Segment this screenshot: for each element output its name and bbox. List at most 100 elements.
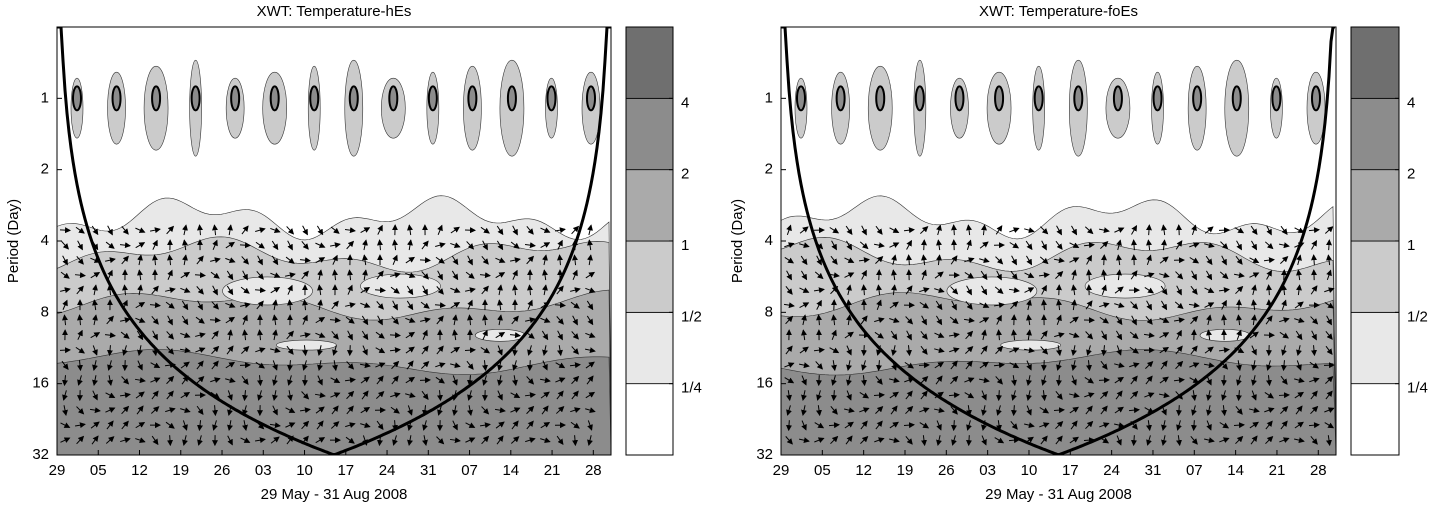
phase-arrow bbox=[1071, 225, 1078, 236]
phase-arrow bbox=[1144, 392, 1155, 398]
colorbar-band bbox=[625, 240, 674, 313]
colorbar-tick-label: 4 bbox=[681, 94, 689, 111]
phase-arrow bbox=[540, 317, 551, 323]
phase-arrow bbox=[315, 406, 325, 414]
phase-arrow bbox=[860, 435, 869, 445]
phase-arrow bbox=[1206, 329, 1212, 341]
phase-arrow bbox=[285, 407, 296, 413]
phase-arrow bbox=[1281, 269, 1287, 281]
phase-arrow bbox=[495, 421, 505, 429]
phase-arrow bbox=[92, 299, 98, 311]
phase-arrow bbox=[1294, 377, 1305, 384]
phase-arrow bbox=[167, 254, 173, 266]
phase-arrow bbox=[571, 225, 580, 235]
phase-arrow bbox=[330, 392, 341, 398]
phase-arrow bbox=[389, 332, 401, 339]
phase-arrow bbox=[785, 345, 793, 355]
phase-arrow bbox=[1221, 405, 1227, 417]
phase-arrow bbox=[240, 286, 250, 294]
phase-arrow bbox=[801, 314, 807, 326]
phase-arrow bbox=[993, 362, 1005, 369]
phase-arrow bbox=[166, 346, 175, 355]
phase-arrow bbox=[166, 390, 174, 400]
phase-arrow bbox=[1294, 227, 1305, 234]
phase-arrow bbox=[270, 272, 281, 278]
phase-arrow bbox=[242, 314, 248, 325]
contour-blob bbox=[546, 85, 557, 112]
phase-arrow bbox=[844, 407, 855, 414]
phase-arrow bbox=[1326, 435, 1332, 447]
x-tick-label: 05 bbox=[814, 462, 831, 479]
phase-arrow bbox=[287, 240, 293, 251]
phase-arrow bbox=[1160, 360, 1168, 370]
phase-arrow bbox=[980, 345, 988, 355]
phase-arrow bbox=[226, 345, 234, 355]
phase-arrow bbox=[861, 375, 867, 387]
phase-arrow bbox=[951, 420, 957, 432]
phase-arrow bbox=[556, 406, 565, 414]
phase-arrow bbox=[122, 345, 128, 356]
phase-arrow bbox=[950, 286, 959, 295]
phase-arrow bbox=[1114, 362, 1125, 369]
x-tick-label: 10 bbox=[1021, 462, 1038, 479]
phase-arrow bbox=[1325, 330, 1333, 340]
phase-arrow bbox=[526, 376, 535, 385]
phase-arrow bbox=[137, 284, 143, 296]
phase-arrow bbox=[906, 330, 912, 341]
phase-arrow bbox=[1251, 345, 1257, 356]
colorbar-frame bbox=[625, 26, 674, 456]
phase-arrow bbox=[1296, 360, 1302, 371]
phase-arrow bbox=[814, 422, 825, 429]
phase-arrow bbox=[510, 407, 521, 413]
phase-arrow bbox=[1071, 375, 1077, 386]
phase-arrow bbox=[151, 316, 159, 325]
phase-arrow bbox=[934, 347, 945, 354]
phase-arrow bbox=[1144, 272, 1155, 278]
phase-arrow bbox=[195, 316, 205, 324]
phase-arrow bbox=[315, 257, 326, 264]
phase-arrow bbox=[555, 377, 566, 383]
phase-arrow bbox=[1203, 362, 1215, 369]
phase-arrow bbox=[332, 345, 338, 356]
phase-arrow bbox=[1190, 436, 1198, 445]
phase-arrow bbox=[497, 299, 503, 311]
phase-arrow bbox=[1069, 392, 1080, 399]
phase-arrow bbox=[1039, 407, 1050, 414]
phase-arrow bbox=[119, 392, 131, 399]
phase-arrow bbox=[495, 257, 506, 263]
phase-arrow bbox=[302, 360, 308, 371]
phase-arrow bbox=[1206, 390, 1212, 402]
phase-arrow bbox=[152, 330, 158, 341]
phase-arrow bbox=[62, 314, 68, 326]
phase-arrow bbox=[816, 405, 822, 417]
phase-arrow bbox=[586, 375, 594, 385]
phase-arrow bbox=[496, 240, 504, 251]
phase-arrow bbox=[981, 435, 987, 446]
x-tick-label: 19 bbox=[897, 462, 914, 479]
phase-arrow bbox=[121, 405, 130, 415]
phase-arrow bbox=[466, 360, 474, 370]
phase-arrow bbox=[816, 314, 822, 326]
phase-arrow bbox=[1011, 405, 1017, 417]
phase-arrow bbox=[1056, 299, 1062, 311]
phase-arrow bbox=[330, 226, 340, 234]
contour-blob bbox=[875, 85, 886, 112]
phase-arrow bbox=[390, 272, 401, 279]
phase-arrow bbox=[1101, 269, 1107, 281]
phase-arrow bbox=[542, 345, 548, 357]
phase-arrow bbox=[91, 435, 99, 445]
phase-arrow bbox=[1101, 345, 1107, 357]
phase-arrow bbox=[436, 315, 444, 325]
phase-arrow bbox=[1176, 435, 1182, 447]
phase-arrow bbox=[934, 407, 945, 414]
phase-arrow bbox=[1069, 436, 1079, 444]
phase-arrow bbox=[966, 420, 972, 431]
phase-arrow bbox=[422, 285, 428, 296]
phase-arrow bbox=[875, 375, 883, 385]
phase-arrow bbox=[317, 299, 323, 311]
phase-arrow bbox=[467, 390, 473, 401]
phase-arrow bbox=[240, 437, 251, 443]
phase-arrow bbox=[1324, 287, 1335, 293]
phase-arrow bbox=[211, 301, 219, 310]
